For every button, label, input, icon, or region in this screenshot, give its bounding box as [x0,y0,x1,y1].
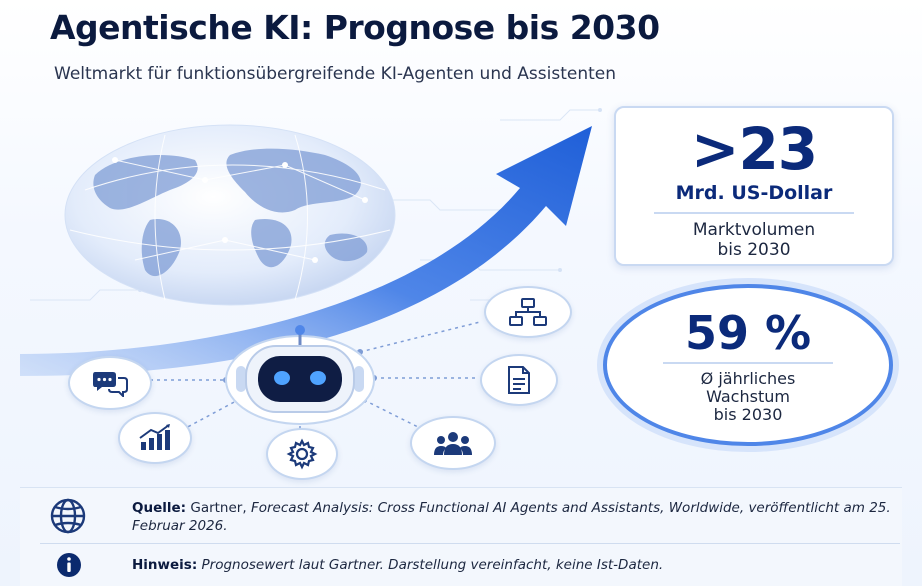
growth-rate-badge: 59 % Ø jährliches Wachstum bis 2030 [603,284,893,446]
growth-rate-value: 59 % [684,306,812,360]
divider [663,362,833,364]
chat-bubbles-icon [93,372,128,397]
workflow-icon [509,298,547,326]
source-label: Quelle: [132,500,187,516]
settings-button [266,428,338,480]
page-subtitle: Weltmarkt für funktionsübergreifende KI-… [54,64,617,84]
growth-rate-label-line3: bis 2030 [713,405,783,424]
footer-divider [40,543,900,544]
page-title: Agentische KI: Prognose bis 2030 [50,8,660,47]
analytics-button [118,412,192,464]
note-body: Prognosewert laut Gartner. Darstellung v… [201,557,664,573]
globe-icon [64,124,396,306]
divider [654,212,854,214]
source-title: Forecast Analysis: Cross Functional AI A… [132,500,891,534]
document-icon [508,366,530,394]
note-row: Hinweis: Prognosewert laut Gartner. Dars… [20,544,902,586]
gear-icon [286,438,318,470]
bar-chart-icon [139,424,170,450]
growth-rate-label-line2: Wachstum [706,387,790,406]
workflow-button [484,286,572,338]
document-button [480,354,558,406]
source-text: Quelle: Gartner, Forecast Analysis: Cros… [132,499,902,535]
trend-arrow-icon [20,126,592,376]
footer: Quelle: Gartner, Forecast Analysis: Cros… [20,487,902,586]
market-volume-label-line1: Marktvolumen [692,220,816,240]
source-row: Quelle: Gartner, Forecast Analysis: Cros… [20,488,902,543]
market-volume-unit: Mrd. US-Dollar [675,182,833,204]
market-volume-card: >23 Mrd. US-Dollar Marktvolumen bis 2030 [614,106,894,266]
info-icon [57,553,81,577]
team-icon [434,432,472,455]
note-label: Hinweis: [132,557,198,573]
growth-rate-label-line1: Ø jährliches [700,369,796,388]
market-volume-value: >23 [690,115,818,183]
robot-icon [225,325,375,425]
chat-button [68,356,152,410]
globe-outline-icon [50,498,86,534]
note-text: Hinweis: Prognosewert laut Gartner. Dars… [132,556,663,574]
market-volume-label-line2: bis 2030 [717,240,791,260]
source-publisher: Gartner, [190,500,247,516]
team-button [410,416,496,470]
